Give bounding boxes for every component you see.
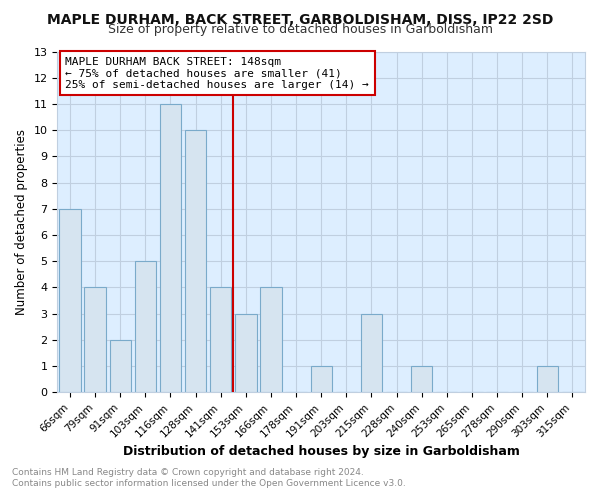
- Bar: [260, 288, 281, 393]
- Text: Size of property relative to detached houses in Garboldisham: Size of property relative to detached ho…: [107, 24, 493, 36]
- X-axis label: Distribution of detached houses by size in Garboldisham: Distribution of detached houses by size …: [123, 444, 520, 458]
- Bar: [536, 366, 558, 392]
- Bar: [411, 366, 433, 392]
- Bar: [210, 288, 232, 393]
- Bar: [85, 288, 106, 393]
- Text: Contains HM Land Registry data © Crown copyright and database right 2024.
Contai: Contains HM Land Registry data © Crown c…: [12, 468, 406, 487]
- Bar: [160, 104, 181, 393]
- Y-axis label: Number of detached properties: Number of detached properties: [15, 129, 28, 315]
- Bar: [59, 209, 80, 392]
- Bar: [134, 262, 156, 392]
- Bar: [110, 340, 131, 392]
- Text: MAPLE DURHAM, BACK STREET, GARBOLDISHAM, DISS, IP22 2SD: MAPLE DURHAM, BACK STREET, GARBOLDISHAM,…: [47, 12, 553, 26]
- Text: MAPLE DURHAM BACK STREET: 148sqm
← 75% of detached houses are smaller (41)
25% o: MAPLE DURHAM BACK STREET: 148sqm ← 75% o…: [65, 56, 369, 90]
- Bar: [361, 314, 382, 392]
- Bar: [185, 130, 206, 392]
- Bar: [235, 314, 257, 392]
- Bar: [311, 366, 332, 392]
